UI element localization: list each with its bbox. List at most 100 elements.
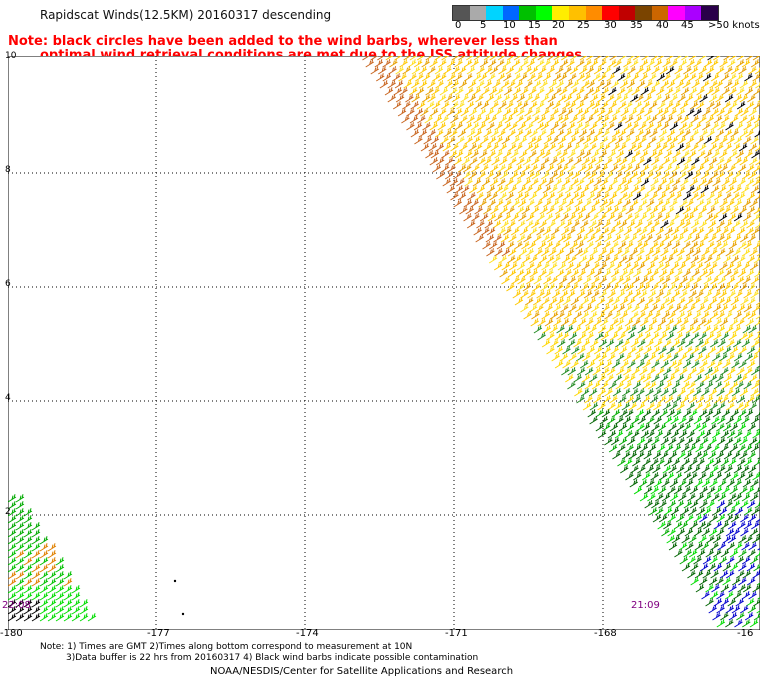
wind-barb (637, 311, 646, 320)
wind-barb (557, 262, 567, 271)
wind-barb (384, 87, 394, 96)
wind-barb (427, 66, 436, 75)
wind-barb (733, 157, 742, 166)
wind-barb (451, 56, 460, 61)
wind-barb (569, 283, 579, 292)
wind-barb (657, 423, 667, 432)
wind-barb (624, 255, 634, 264)
wind-barb (702, 122, 711, 131)
wind-barb (584, 395, 593, 404)
wind-barb (688, 535, 697, 544)
wind-barb (621, 339, 630, 348)
wind-barb (719, 164, 728, 173)
wind-barb (728, 87, 737, 96)
wind-barb (682, 360, 692, 369)
wind-barb (657, 318, 667, 327)
wind-barb (585, 255, 595, 264)
wind-barb (591, 262, 600, 271)
wind-barb (703, 136, 713, 145)
wind-barb (619, 409, 628, 418)
wind-barb (653, 234, 662, 243)
wind-barb (739, 115, 748, 124)
wind-barb (721, 486, 730, 495)
wind-barb (702, 402, 711, 411)
wind-barb (591, 276, 600, 285)
wind-barb (747, 297, 756, 306)
wind-barb (725, 591, 734, 600)
wind-barb (574, 199, 583, 208)
wind-barb (700, 185, 710, 194)
wind-barb (650, 472, 659, 481)
wind-barb (737, 164, 747, 173)
wind-barb (487, 136, 497, 145)
wind-barb (451, 94, 461, 103)
wind-barb (655, 164, 664, 173)
wind-barb (524, 297, 534, 306)
wind-barb (741, 591, 751, 600)
wind-barb (567, 101, 577, 110)
legend-label: 35 (630, 20, 643, 31)
wind-barb (727, 507, 736, 516)
wind-barb (719, 353, 728, 362)
wind-barb (516, 94, 526, 103)
wind-barb (597, 388, 607, 397)
wind-barb (582, 150, 592, 159)
wind-barb (677, 262, 687, 271)
wind-barb (632, 318, 641, 327)
wind-barb (525, 220, 534, 229)
wind-barb (704, 381, 714, 390)
wind-barb (722, 346, 732, 355)
wind-barb (671, 535, 681, 544)
wind-barb (701, 591, 710, 600)
wind-barb (749, 199, 758, 208)
wind-barb (690, 129, 699, 138)
wind-barb (593, 318, 602, 327)
wind-barb (612, 157, 622, 166)
wind-barb (730, 80, 740, 89)
wind-barb (683, 66, 692, 75)
wind-barb (747, 451, 756, 460)
wind-barb (728, 332, 738, 341)
wind-barb (710, 276, 719, 285)
wind-barb (708, 94, 718, 103)
wind-barb (550, 136, 559, 145)
wind-barb (655, 507, 664, 516)
wind-barb (716, 234, 725, 243)
wind-barb (458, 56, 466, 61)
wind-barb (475, 234, 484, 243)
legend-label: 30 (604, 20, 617, 31)
wind-barb (733, 465, 743, 474)
wind-barb (628, 108, 638, 117)
wind-barb (483, 80, 493, 89)
wind-barb (700, 339, 710, 348)
wind-barb (702, 556, 712, 565)
wind-barb (715, 94, 724, 103)
wind-barb (622, 416, 632, 425)
wind-barb (663, 164, 673, 173)
wind-barb (370, 56, 379, 61)
wind-barb (559, 87, 568, 96)
legend-label: 15 (528, 20, 541, 31)
wind-barb (696, 192, 706, 201)
wind-barb (674, 66, 683, 75)
wind-barb (689, 206, 699, 215)
wind-barb (612, 388, 622, 397)
wind-barb (722, 360, 731, 369)
wind-barb (555, 297, 565, 306)
wind-barb (742, 325, 752, 334)
wind-barb (720, 598, 730, 607)
wind-barb (697, 472, 707, 481)
wind-barb (638, 122, 647, 131)
wind-barb (662, 276, 671, 285)
wind-barb (683, 157, 692, 166)
wind-barb (635, 409, 645, 418)
wind-barb (699, 360, 708, 369)
wind-barb (8, 529, 17, 538)
wind-barb (666, 143, 675, 152)
wind-barb (596, 297, 606, 306)
wind-barb (755, 301, 760, 306)
wind-barb (548, 80, 558, 89)
wind-barb (710, 73, 720, 82)
wind-barb (563, 129, 572, 138)
wind-barb (583, 304, 593, 313)
